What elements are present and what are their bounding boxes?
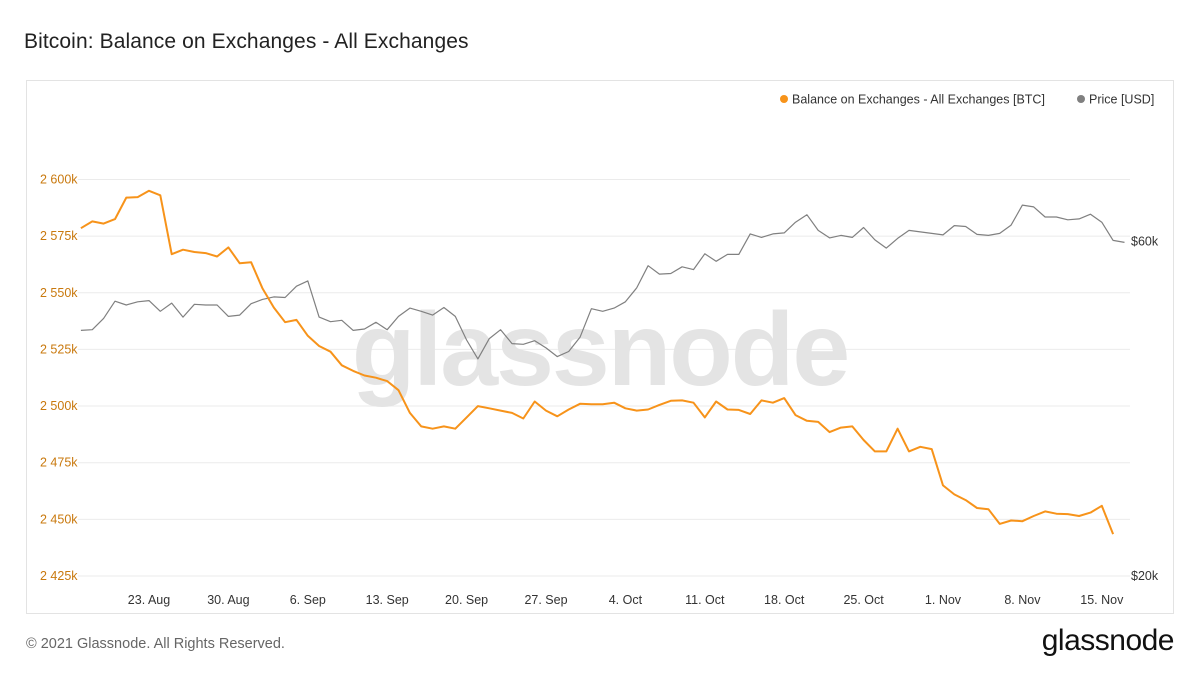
- x-tick-label: 4. Oct: [609, 593, 643, 607]
- x-axis: 23. Aug 30. Aug 6. Sep 13. Sep 20. Sep 27. Se…: [128, 593, 1124, 607]
- gridlines: [78, 178, 1130, 577]
- y-left-tick-label: 2 475k: [40, 456, 78, 470]
- x-tick-label: 11. Oct: [685, 593, 725, 607]
- chart-title: Bitcoin: Balance on Exchanges - All Exch…: [24, 30, 469, 53]
- x-tick-label: 23. Aug: [128, 593, 170, 607]
- x-tick-label: 8. Nov: [1004, 593, 1041, 607]
- y-left-tick-label: 2 575k: [40, 229, 78, 243]
- y-left-tick-label: 2 425k: [40, 569, 78, 583]
- x-tick-label: 25. Oct: [843, 593, 884, 607]
- y-left-tick-label: 2 550k: [40, 286, 78, 300]
- series-line-price: [80, 204, 1125, 360]
- y-right-tick-label: $60k: [1131, 234, 1159, 248]
- x-tick-label: 20. Sep: [445, 593, 488, 607]
- series-line-balance: [80, 189, 1115, 535]
- y-left-tick-label: 2 500k: [40, 399, 78, 413]
- x-tick-label: 18. Oct: [764, 593, 805, 607]
- y-axis-left: 2 425k 2 450k 2 475k 2 500k 2 525k 2 550k 2 57…: [40, 172, 78, 583]
- series-layer: [80, 189, 1125, 535]
- brand-logo: glassnode: [1041, 624, 1175, 657]
- x-tick-label: 15. Nov: [1080, 593, 1124, 607]
- legend-label-balance[interactable]: Balance on Exchanges - All Exchanges [BT…: [792, 93, 1045, 107]
- legend-label-price[interactable]: Price [USD]: [1089, 93, 1154, 107]
- y-left-tick-label: 2 600k: [40, 172, 78, 186]
- y-axis-right: $20k $60k: [1131, 234, 1159, 583]
- x-tick-label: 30. Aug: [207, 593, 249, 607]
- legend-marker-balance[interactable]: [780, 95, 788, 103]
- x-tick-label: 6. Sep: [290, 593, 326, 607]
- legend-marker-price[interactable]: [1077, 95, 1085, 103]
- legend[interactable]: Balance on Exchanges - All Exchanges [BT…: [780, 93, 1154, 107]
- x-tick-label: 13. Sep: [366, 593, 409, 607]
- x-tick-label: 1. Nov: [925, 593, 962, 607]
- copyright-text: © 2021 Glassnode. All Rights Reserved.: [26, 636, 285, 652]
- watermark: glassnode: [352, 292, 848, 408]
- y-left-tick-label: 2 525k: [40, 342, 78, 356]
- y-right-tick-label: $20k: [1131, 569, 1159, 583]
- y-left-tick-label: 2 450k: [40, 512, 78, 526]
- x-tick-label: 27. Sep: [524, 593, 567, 607]
- chart-panel: [26, 80, 1174, 614]
